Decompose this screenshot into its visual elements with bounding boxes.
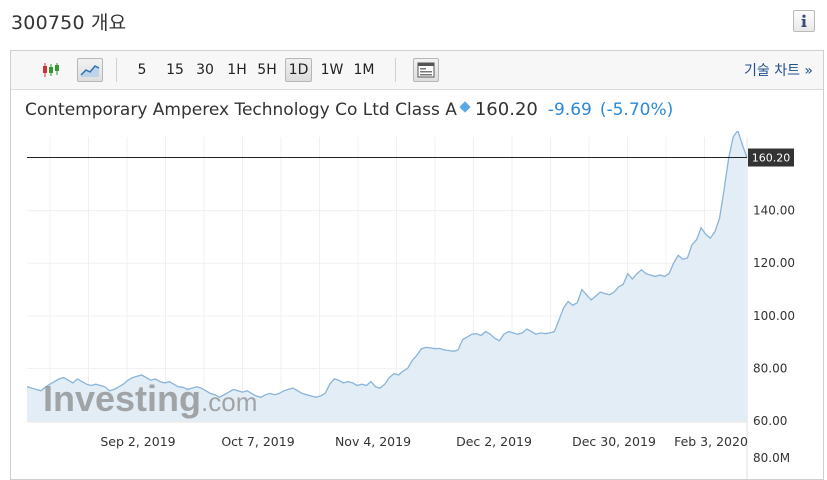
area-chart-icon: [80, 65, 100, 77]
area-chart-button[interactable]: [77, 58, 103, 82]
price-line: [26, 131, 748, 399]
chart-panel: 5 15 30 1H 5H 1D 1W 1M 기술 차트 » Contempor…: [10, 50, 824, 480]
x-tick-label: Oct 7, 2019: [221, 434, 294, 449]
chart-toolbar: 5 15 30 1H 5H 1D 1W 1M 기술 차트 »: [11, 51, 823, 90]
page-title: 300750 개요: [11, 12, 127, 34]
x-tick-label: Dec 2, 2019: [456, 434, 532, 449]
volume-axis-label: 80.0M: [753, 451, 790, 465]
price-area: [27, 131, 747, 421]
diamond-icon: [459, 101, 471, 113]
current-price-label: 160.20: [752, 152, 791, 165]
layout-button[interactable]: [413, 58, 439, 82]
price-chart[interactable]: Investing.com 160.20 140.00 120.00 100.00 80.…: [11, 131, 823, 479]
investing-watermark: Investing.com: [43, 378, 257, 419]
timeframe-30[interactable]: 30: [196, 62, 214, 78]
y-tick-label: 140.00: [753, 204, 795, 218]
candlestick-chart-button[interactable]: [38, 58, 64, 82]
y-tick-label: 80.00: [753, 361, 787, 375]
x-tick-label: Feb 3, 2020: [674, 434, 748, 449]
panel-layout-icon: [417, 62, 435, 78]
quote-line: Contemporary Amperex Technology Co Ltd C…: [25, 99, 673, 120]
timeframe-1w[interactable]: 1W: [320, 62, 344, 78]
toolbar-divider: [116, 58, 117, 82]
instrument-name: Contemporary Amperex Technology Co Ltd C…: [25, 100, 457, 120]
x-tick-label: Nov 4, 2019: [335, 434, 411, 449]
toolbar-divider: [395, 58, 396, 82]
y-tick-label: 60.00: [753, 414, 787, 428]
timeframe-1h[interactable]: 1H: [227, 62, 247, 78]
info-button[interactable]: [793, 10, 815, 32]
current-price-tag: [748, 148, 794, 167]
x-tick-label: Dec 30, 2019: [572, 434, 656, 449]
price-change-percent: (-5.70%): [599, 100, 674, 120]
timeframe-5[interactable]: 5: [137, 62, 147, 78]
timeframe-1d[interactable]: 1D: [285, 58, 312, 82]
technical-chart-link[interactable]: 기술 차트 »: [744, 63, 813, 79]
price-change: -9.69: [547, 100, 592, 120]
y-tick-label: 120.00: [753, 256, 795, 270]
x-tick-label: Sep 2, 2019: [100, 434, 175, 449]
last-price: 160.20: [474, 99, 538, 120]
timeframe-1m[interactable]: 1M: [353, 62, 375, 78]
price-chart-svg: Investing.com 160.20 140.00 120.00 100.00 80.…: [26, 131, 795, 479]
y-tick-label: 100.00: [753, 309, 795, 323]
timeframe-15[interactable]: 15: [166, 62, 184, 78]
candlestick-icon: [43, 63, 59, 77]
info-icon: [801, 14, 807, 27]
timeframe-5h[interactable]: 5H: [257, 62, 277, 78]
